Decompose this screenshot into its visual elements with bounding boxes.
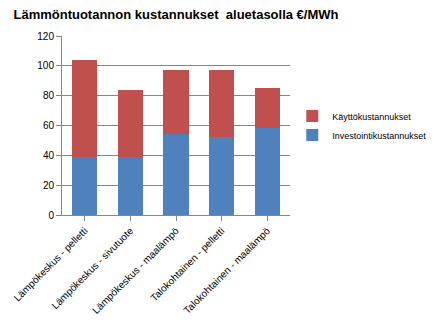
svg-text:20: 20 (43, 180, 55, 191)
svg-text:Lämpökeskus - pelletti: Lämpökeskus - pelletti (12, 225, 90, 303)
svg-text:0: 0 (48, 210, 54, 221)
svg-text:Lämmöntuotannon kustannukset: Lämmöntuotannon kustannukset aluetasolla… (13, 7, 338, 22)
svg-text:Investointikustannukset: Investointikustannukset (332, 131, 426, 141)
svg-text:80: 80 (43, 90, 55, 101)
svg-text:40: 40 (43, 150, 55, 161)
svg-text:Lämpökeskus - sivutuote: Lämpökeskus - sivutuote (49, 225, 135, 311)
svg-text:Talokohtainen - maalämpö: Talokohtainen - maalämpö (181, 225, 272, 316)
svg-text:Lämpökeskus - maalämpö: Lämpökeskus - maalämpö (90, 225, 181, 316)
svg-text:120: 120 (37, 31, 54, 42)
svg-text:Talokohtainen - pelletti: Talokohtainen - pelletti (148, 225, 226, 303)
svg-text:Käyttökustannukset: Käyttökustannukset (332, 112, 411, 122)
svg-text:100: 100 (37, 60, 54, 71)
svg-text:60: 60 (43, 120, 55, 131)
